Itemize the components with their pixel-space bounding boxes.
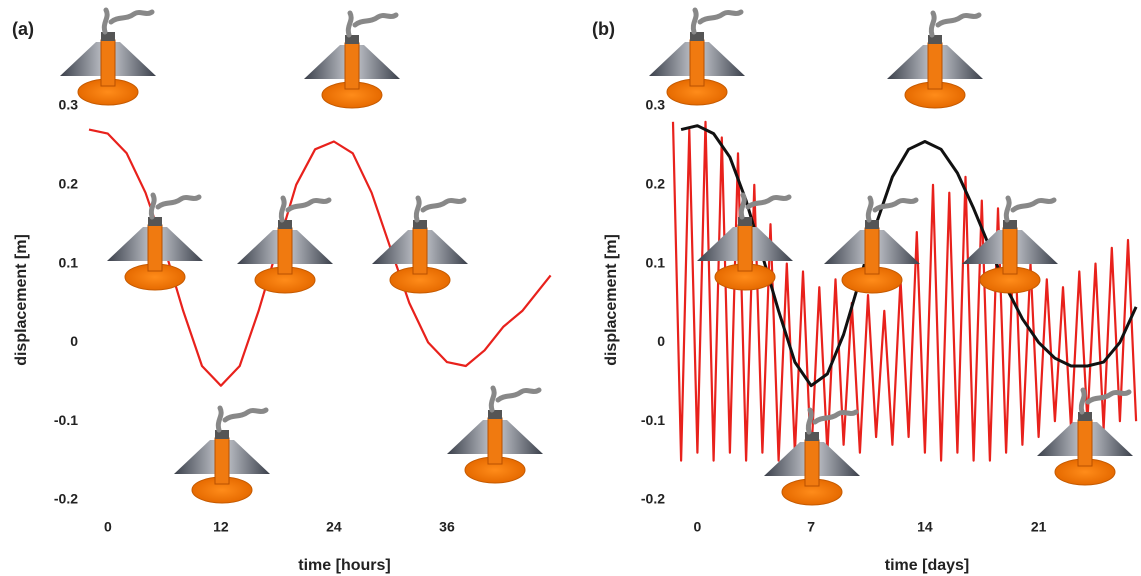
x-tick-label: 12 (213, 519, 229, 535)
y-axis-label: displacement [m] (13, 234, 30, 366)
y-tick-label: 0.2 (59, 176, 79, 192)
plots: (a) -0.2 -0.1 0 0.1 0.2 0.3 0 12 24 36 time [hours]… (12, 19, 1138, 574)
x-tick-label: 36 (439, 519, 455, 535)
x-tick-label: 0 (104, 519, 112, 535)
y-tick-label: -0.1 (641, 412, 665, 428)
y-axis-label: displacement [m] (603, 234, 620, 366)
y-tick-label: 0.1 (646, 254, 666, 270)
y-tick-label: 0 (657, 333, 665, 349)
x-tick-label: 21 (1031, 519, 1047, 535)
y-tick-label: -0.2 (641, 491, 665, 507)
y-tick-label: 0 (70, 333, 78, 349)
panel-label: (b) (592, 19, 615, 39)
y-tick-label: -0.2 (54, 491, 78, 507)
y-tick-label: 0.3 (59, 97, 79, 113)
x-tick-label: 14 (917, 519, 933, 535)
x-tick-label: 0 (693, 519, 701, 535)
x-axis-label: time [days] (885, 557, 969, 574)
y-tick-label: -0.1 (54, 412, 78, 428)
panel-label: (a) (12, 19, 34, 39)
y-tick-label: 0.1 (59, 254, 79, 270)
x-tick-label: 24 (326, 519, 342, 535)
x-axis-label: time [hours] (298, 557, 390, 574)
y-tick-label: 0.3 (646, 97, 666, 113)
x-tick-label: 7 (807, 519, 815, 535)
y-tick-label: 0.2 (646, 176, 666, 192)
data-line (671, 120, 1138, 462)
